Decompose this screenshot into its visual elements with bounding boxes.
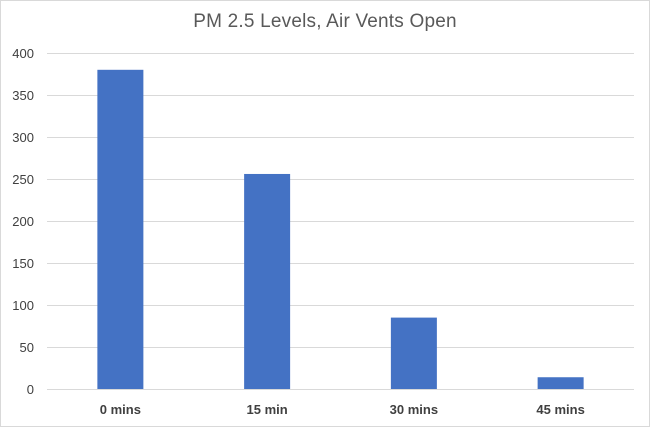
bar-45-mins (537, 377, 584, 389)
y-tick-label: 250 (12, 172, 34, 187)
bars (97, 69, 584, 390)
gridlines (47, 53, 634, 390)
bar-30-mins (390, 317, 437, 389)
y-tick-label: 100 (12, 298, 34, 313)
x-axis-category-labels: 0 mins 15 min 30 mins 45 mins (100, 402, 585, 417)
y-tick-label: 300 (12, 130, 34, 145)
x-category-label: 30 mins (390, 402, 438, 417)
y-tick-label: 0 (27, 382, 34, 397)
y-tick-label: 400 (12, 46, 34, 61)
x-category-label: 45 mins (536, 402, 584, 417)
y-tick-label: 350 (12, 88, 34, 103)
y-tick-label: 200 (12, 214, 34, 229)
y-axis-tick-labels: 0 50 100 150 200 250 300 350 400 (12, 46, 34, 397)
bar-0-mins (97, 69, 144, 390)
x-category-label: 0 mins (100, 402, 141, 417)
y-tick-label: 150 (12, 256, 34, 271)
chart-title: PM 2.5 Levels, Air Vents Open (193, 11, 457, 32)
y-tick-label: 50 (20, 340, 34, 355)
bar-15-min (244, 173, 291, 389)
x-category-label: 15 min (247, 402, 288, 417)
